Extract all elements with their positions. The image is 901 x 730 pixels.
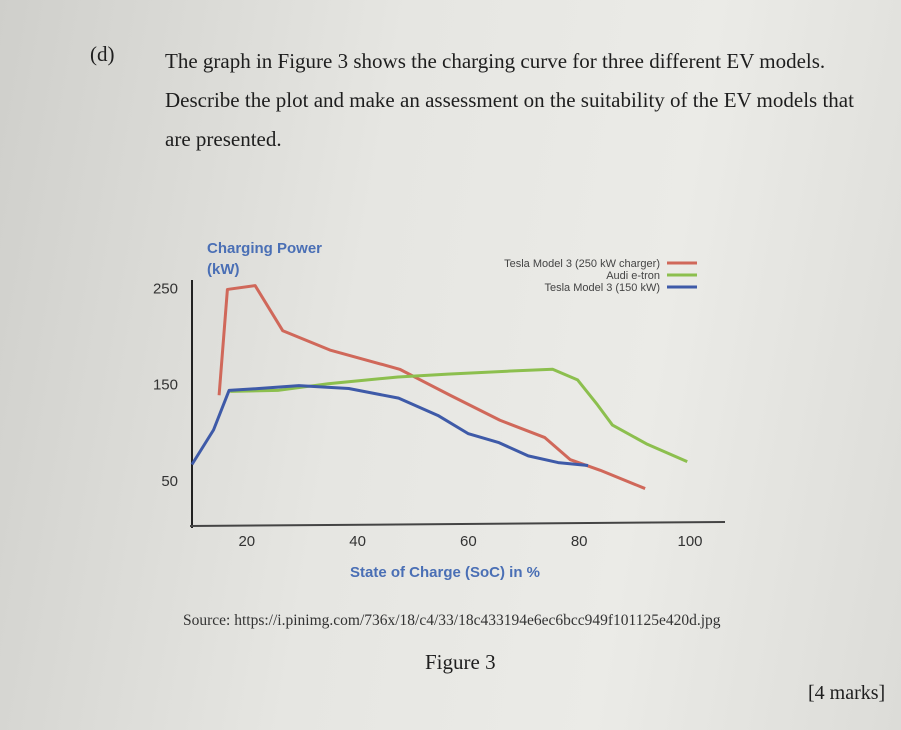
- legend-label: Tesla Model 3 (150 kW): [544, 282, 660, 294]
- series-line-0: [217, 284, 646, 490]
- figure-caption: Figure 3: [425, 650, 496, 674]
- series-line-2: [190, 384, 589, 467]
- y-tick-label: 50: [161, 473, 178, 490]
- x-tick-label: 40: [349, 533, 366, 550]
- x-axis-label: State of Charge (SoC) in %: [350, 564, 540, 581]
- x-tick-label: 20: [238, 533, 255, 550]
- x-tick-label: 60: [460, 533, 477, 550]
- x-tick-label: 100: [677, 533, 702, 550]
- legend-label: Tesla Model 3 (250 kW charger): [504, 258, 660, 270]
- source-citation: Source: https://i.pinimg.com/736x/18/c4/…: [183, 612, 721, 629]
- series-line-1: [230, 367, 688, 463]
- x-axis: [189, 521, 726, 527]
- marks-label: [4 marks]: [808, 682, 886, 704]
- question-text: The graph in Figure 3 shows the charging…: [165, 49, 854, 151]
- y-axis-label: Charging Power: [207, 240, 322, 257]
- question-label: (d): [90, 42, 115, 66]
- x-tick-label: 80: [571, 533, 588, 550]
- legend-label: Audi e-tron: [606, 270, 660, 282]
- y-tick-label: 250: [153, 281, 178, 298]
- y-axis-unit: (kW): [207, 261, 240, 278]
- y-tick-label: 150: [153, 377, 178, 394]
